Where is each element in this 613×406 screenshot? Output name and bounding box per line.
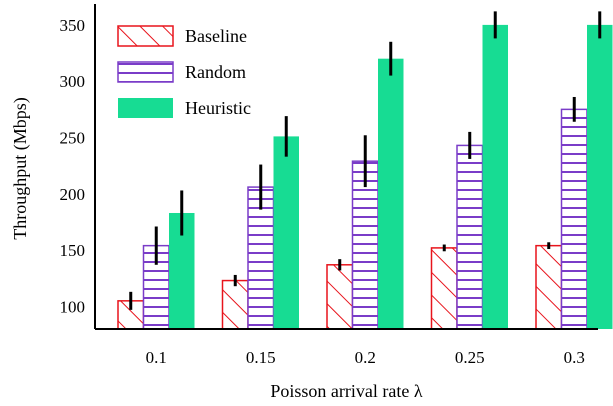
- x-axis-label: Poisson arrival rate λ: [270, 381, 422, 401]
- bar-baseline-0.25: [430, 247, 458, 330]
- legend: Baseline Random Heuristic: [117, 25, 251, 118]
- y-tick-labels: 100 150 200 250 300 350: [60, 16, 86, 317]
- legend-swatch-heuristic: [118, 98, 173, 118]
- error-bars-layer: [129, 11, 602, 310]
- y-tick-label: 250: [60, 129, 86, 148]
- bar-heuristic-0.25: [482, 24, 508, 329]
- legend-label-random: Random: [185, 62, 246, 82]
- legend-swatch-random: [117, 61, 174, 83]
- bar-random-0.25: [456, 144, 484, 330]
- x-tick-labels: 0.1 0.15 0.2 0.25 0.3: [146, 348, 585, 367]
- y-tick-label: 300: [60, 72, 86, 91]
- y-axis-label: Throughput (Mbps): [10, 97, 31, 240]
- bar-random-0.2: [351, 160, 379, 330]
- bar-heuristic-0.15: [273, 136, 299, 329]
- y-tick-label: 100: [60, 297, 86, 316]
- x-tick-label: 0.3: [564, 348, 585, 367]
- x-tick-label: 0.15: [246, 348, 276, 367]
- bar-random-0.3: [560, 108, 588, 330]
- bar-heuristic-0.2: [378, 58, 404, 330]
- bar-heuristic-0.3: [587, 24, 613, 329]
- legend-label-heuristic: Heuristic: [185, 98, 251, 118]
- legend-swatch-baseline: [117, 25, 174, 47]
- bar-baseline-0.3: [535, 244, 563, 330]
- legend-label-baseline: Baseline: [185, 26, 247, 46]
- x-tick-label: 0.2: [355, 348, 376, 367]
- bar-baseline-0.2: [326, 264, 354, 330]
- y-tick-label: 150: [60, 241, 86, 260]
- x-tick-label: 0.25: [455, 348, 485, 367]
- bar-baseline-0.15: [221, 279, 249, 330]
- x-tick-label: 0.1: [146, 348, 167, 367]
- y-tick-label: 200: [60, 185, 86, 204]
- y-tick-label: 350: [60, 16, 86, 35]
